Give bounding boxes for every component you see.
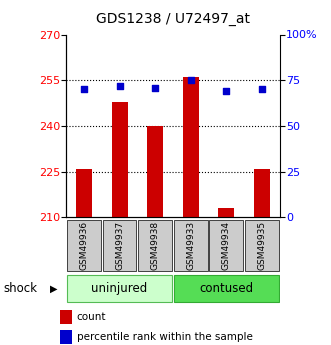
Bar [138, 220, 172, 272]
Bar [60, 330, 72, 344]
Text: ▶: ▶ [50, 284, 57, 293]
Text: shock: shock [3, 282, 37, 295]
Bar [76, 169, 92, 217]
Text: GSM49935: GSM49935 [258, 221, 266, 270]
Text: GSM49934: GSM49934 [222, 221, 231, 270]
Point [259, 87, 264, 92]
Bar [174, 275, 279, 302]
Bar [103, 220, 136, 272]
Text: GSM49933: GSM49933 [186, 221, 195, 270]
Text: GSM49937: GSM49937 [115, 221, 124, 270]
Text: percentile rank within the sample: percentile rank within the sample [77, 332, 253, 342]
Text: uninjured: uninjured [91, 282, 148, 295]
Point [153, 85, 158, 90]
Bar [183, 77, 199, 217]
Point [81, 87, 87, 92]
Text: GSM49938: GSM49938 [151, 221, 160, 270]
Bar [210, 220, 243, 272]
Bar [245, 220, 279, 272]
Text: contused: contused [199, 282, 254, 295]
Point [117, 83, 122, 88]
Text: count: count [77, 312, 106, 322]
Point [188, 77, 193, 83]
Bar [254, 169, 270, 217]
Text: GSM49936: GSM49936 [79, 221, 88, 270]
Bar [174, 220, 208, 272]
Bar [218, 208, 234, 217]
Bar [147, 126, 163, 217]
Bar [67, 220, 101, 272]
Bar [60, 310, 72, 324]
Bar [67, 275, 172, 302]
Bar [112, 101, 127, 217]
Point [224, 88, 229, 94]
Text: GDS1238 / U72497_at: GDS1238 / U72497_at [96, 12, 250, 26]
